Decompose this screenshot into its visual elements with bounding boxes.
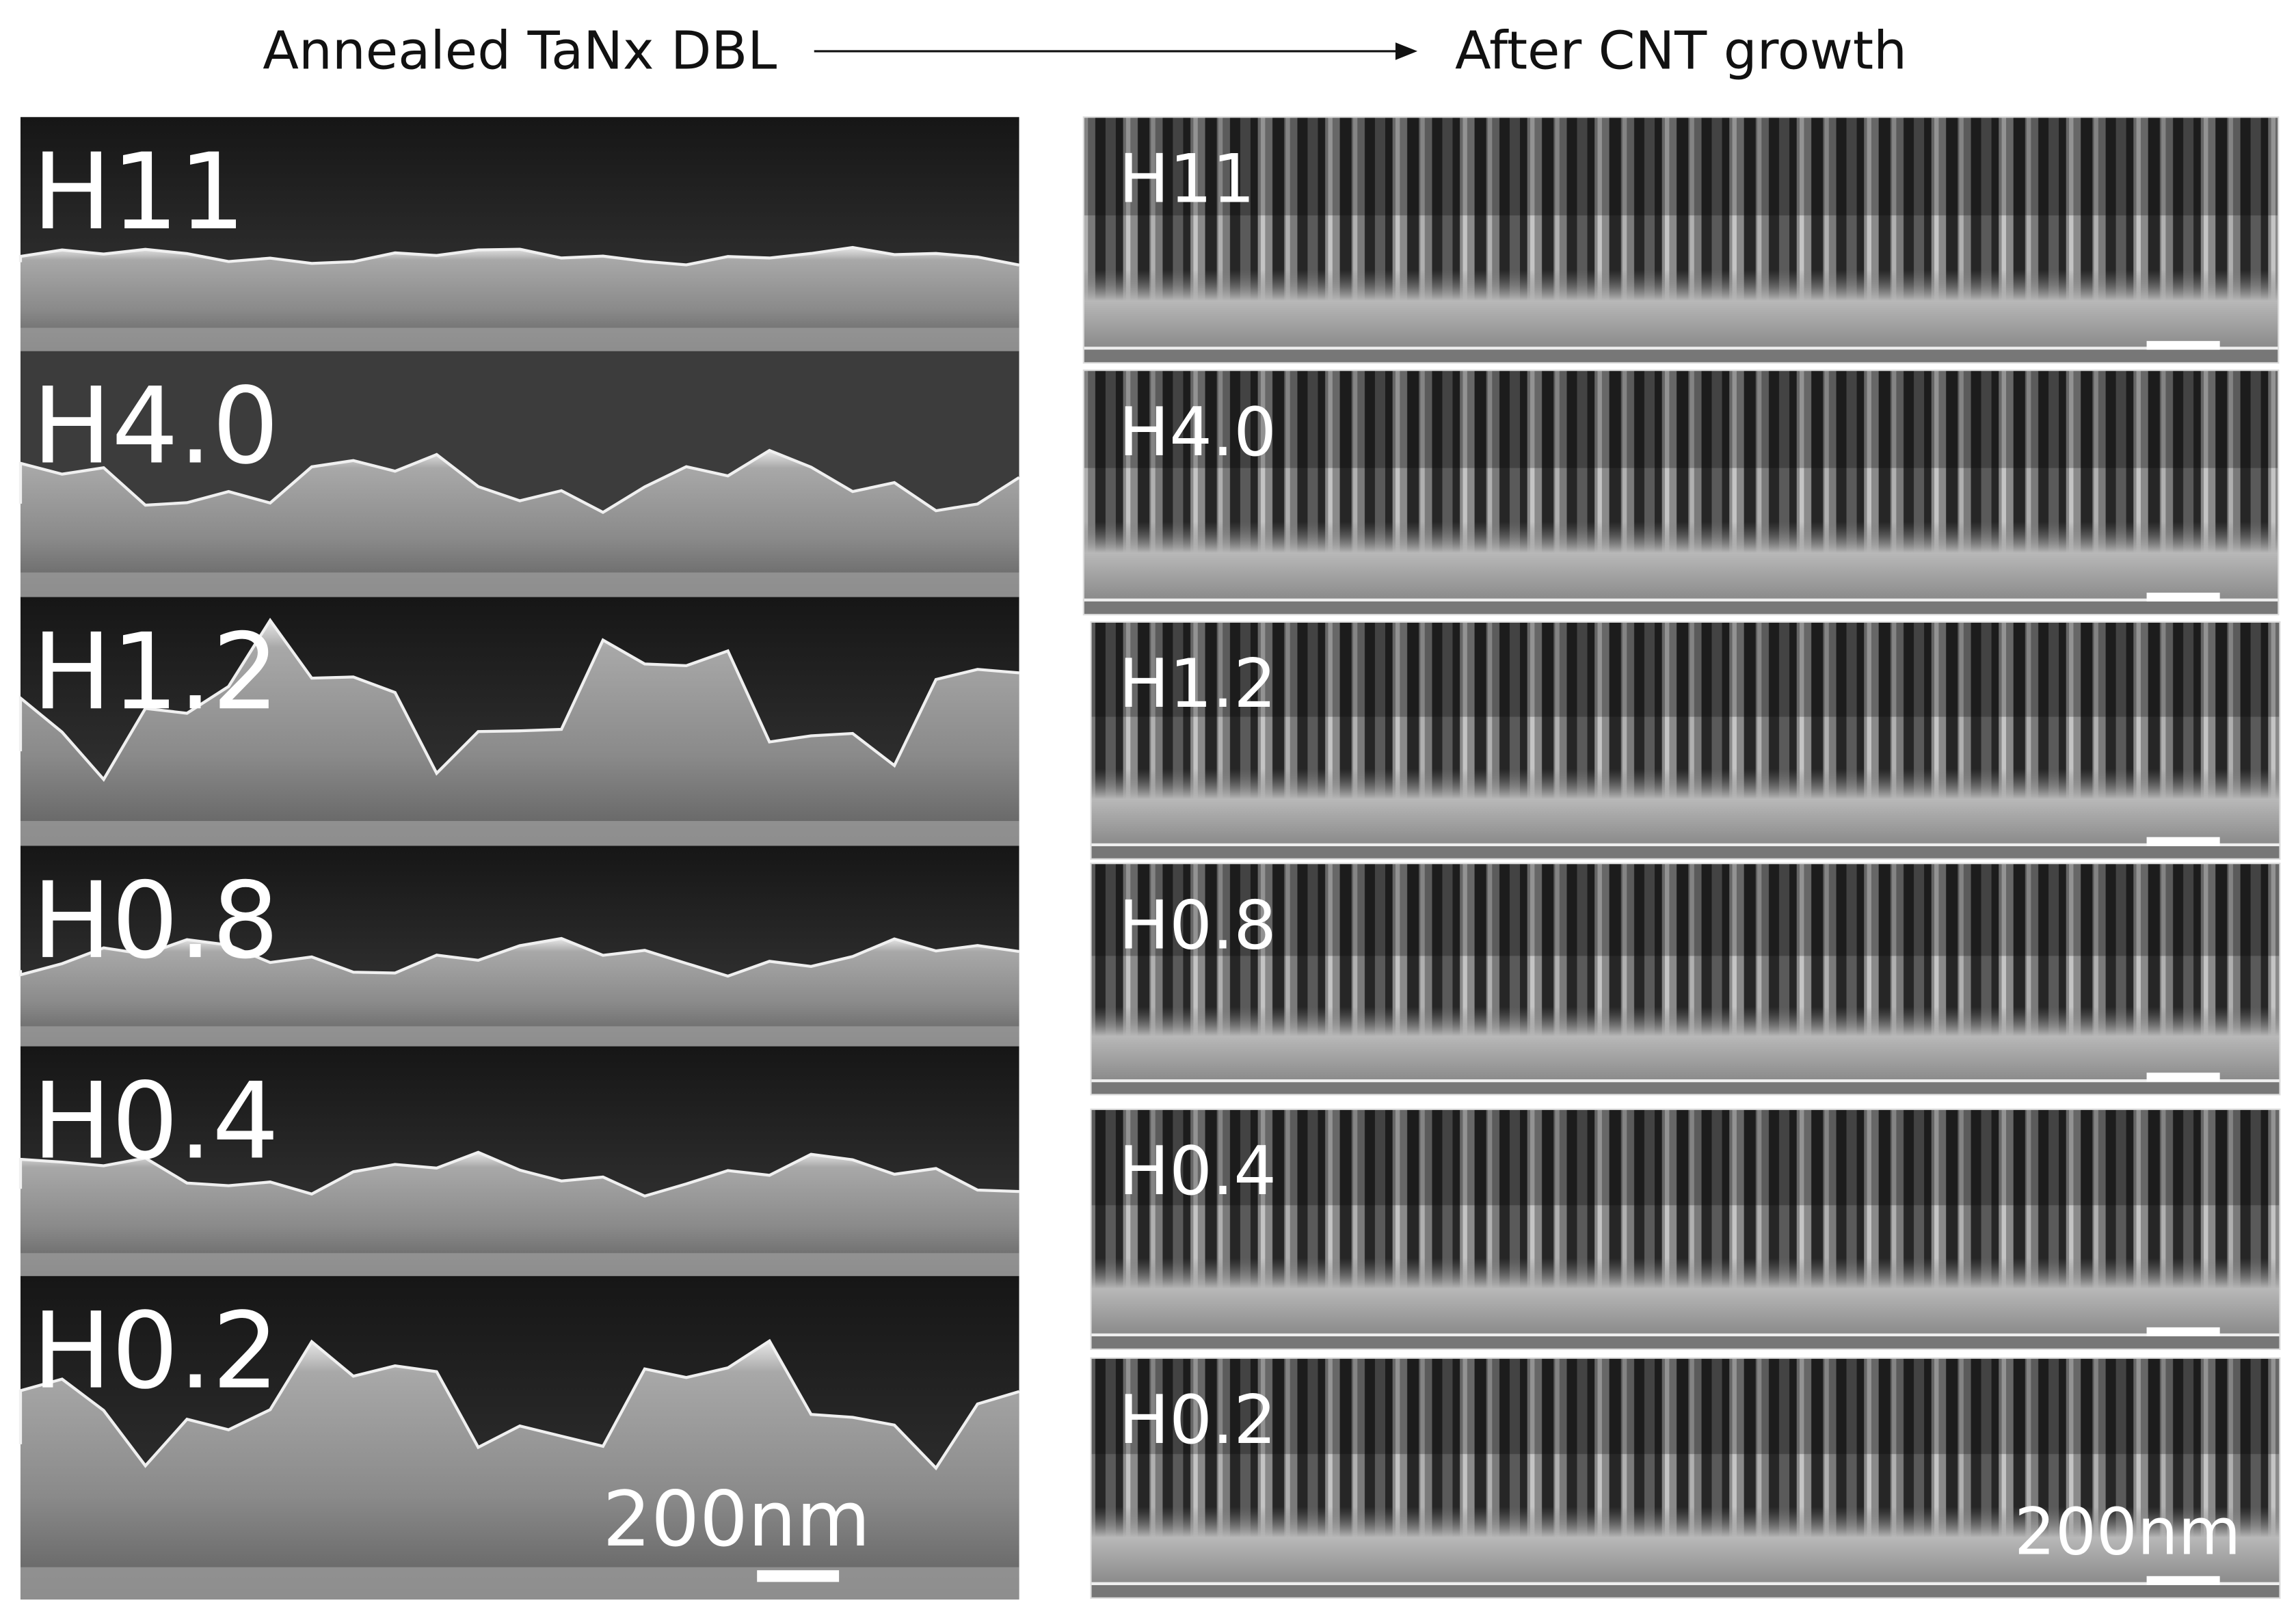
sem-edge <box>18 448 1020 514</box>
panel-label: H4.0 <box>32 366 279 488</box>
sem-base <box>1083 269 2279 349</box>
panel-border <box>1082 116 2280 364</box>
sem-film <box>20 450 1019 597</box>
sem-shade <box>1091 863 2280 956</box>
panel-border <box>1090 1108 2281 1350</box>
sem-edge <box>18 617 1019 782</box>
scale-bar <box>2146 1576 2220 1585</box>
sem-substrate <box>20 821 1019 846</box>
sem-film <box>20 620 1019 846</box>
panel-border <box>1082 369 2280 616</box>
left-panel: H0.4 <box>18 1046 1019 1276</box>
sem-base <box>1083 522 2279 600</box>
sem-base <box>1091 1258 2280 1335</box>
panel-label: H0.4 <box>32 1060 279 1183</box>
panel-label: H0.2 <box>1119 1381 1277 1459</box>
panel-label: H11 <box>1119 140 1255 218</box>
sem-base <box>1091 1507 2280 1584</box>
sem-substrate <box>20 1253 1019 1276</box>
panel-border <box>1090 863 2281 1096</box>
sem-edge <box>18 936 1019 978</box>
sem-film <box>20 938 1019 1047</box>
sem-shade <box>1083 370 2279 468</box>
sem-substrate <box>1091 1334 2280 1349</box>
left-panel: H11 <box>18 117 1019 351</box>
sem-substrate <box>1091 1583 2280 1598</box>
sem-film <box>20 1340 1019 1600</box>
right-panel: H11 <box>1082 116 2280 364</box>
panel-border <box>1090 1357 2281 1599</box>
sem-edge <box>18 1338 1020 1471</box>
sem-substrate <box>1091 844 2280 859</box>
left-panel: H0.2 <box>18 1275 1020 1600</box>
left-title: Annealed TaNx DBL <box>263 21 777 82</box>
scale-bar <box>757 1570 840 1582</box>
panel-label: H0.2 <box>32 1291 279 1413</box>
sem-base <box>1091 768 2280 845</box>
right-panel: H0.2 <box>1090 1357 2281 1599</box>
panel-border <box>1090 621 2281 860</box>
right-panel: H4.0 <box>1082 369 2280 616</box>
scale-label: 200nm <box>2014 1496 2241 1570</box>
panel-label: H1.2 <box>1119 645 1277 723</box>
sem-base <box>1091 1006 2280 1081</box>
sem-film <box>20 247 1019 351</box>
sem-substrate <box>20 1026 1019 1047</box>
scale-bar <box>2146 340 2220 350</box>
sem-substrate <box>20 572 1019 597</box>
right-panel: H0.4 <box>1090 1108 2281 1350</box>
sem-substrate <box>1091 1081 2280 1095</box>
sem-shade <box>1091 1109 2280 1206</box>
scale-label: 200nm <box>602 1476 870 1564</box>
sem-substrate <box>1083 599 2279 615</box>
sem-edge <box>18 245 1019 267</box>
scale-bar <box>2146 1327 2220 1336</box>
sem-shade <box>1091 621 2280 717</box>
panel-label: H4.0 <box>1119 394 1277 472</box>
left-panel: H4.0 <box>18 351 1020 597</box>
panel-label: H11 <box>32 131 245 254</box>
left-panel: H1.2 <box>18 597 1019 846</box>
arrow-head <box>1395 42 1418 60</box>
right-title: After CNT growth <box>1455 21 1907 82</box>
sem-shade <box>1083 117 2279 216</box>
right-panel: H0.8 <box>1090 863 2281 1096</box>
sem-substrate <box>1083 348 2279 363</box>
sem-substrate <box>20 327 1019 351</box>
sem-substrate <box>20 1567 1019 1600</box>
panel-label: H0.4 <box>1119 1133 1277 1211</box>
panel-label: H0.8 <box>32 860 279 982</box>
panel-label: H1.2 <box>32 611 279 733</box>
right-panel: H1.2 <box>1090 621 2281 860</box>
scale-bar <box>2146 1072 2220 1082</box>
sem-shade <box>1091 1358 2280 1455</box>
scale-bar <box>2146 837 2220 846</box>
scale-bar <box>2146 593 2220 602</box>
sem-edge <box>18 1150 1019 1198</box>
panel-label: H0.8 <box>1119 887 1277 964</box>
left-panel: H0.8 <box>18 846 1019 1047</box>
